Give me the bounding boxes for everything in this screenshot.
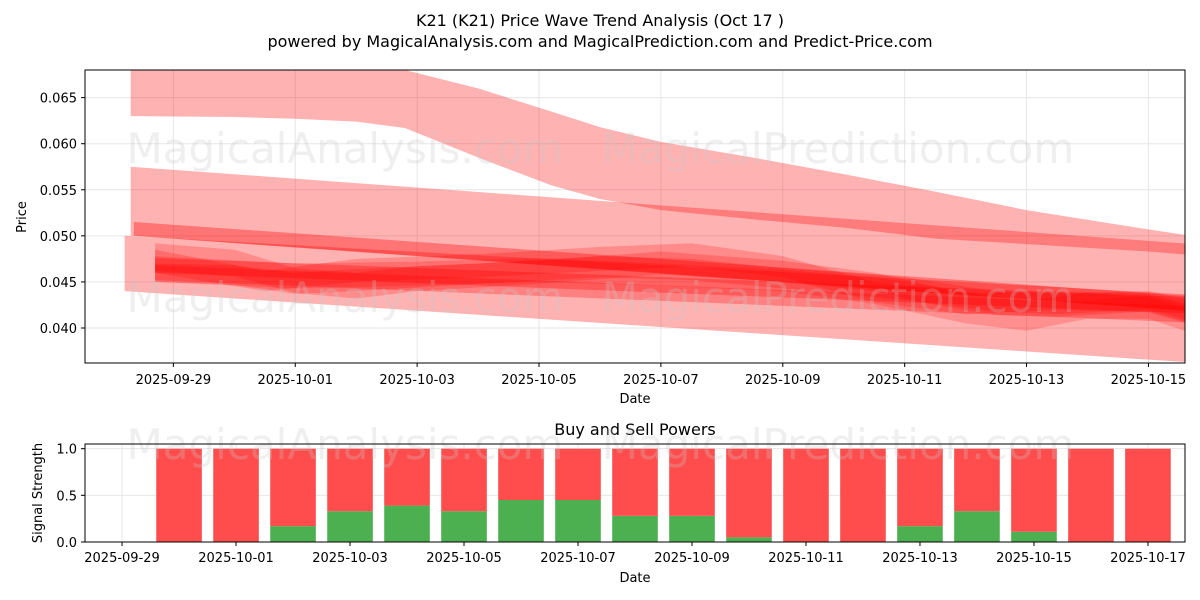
sell-bar xyxy=(213,448,259,542)
sell-bar xyxy=(441,448,487,512)
signal-bars xyxy=(156,448,1171,542)
buy-bar xyxy=(498,500,544,542)
price-y-label: Price xyxy=(15,201,30,233)
sell-bar xyxy=(1068,448,1114,542)
price-x-tick-label: 2025-10-11 xyxy=(867,373,943,388)
sell-bar xyxy=(270,448,316,527)
buy-bar xyxy=(555,500,601,542)
buy-bar xyxy=(441,511,487,542)
price-plot-frame xyxy=(84,69,1186,364)
sell-bar xyxy=(498,448,544,500)
price-x-tick-label: 2025-10-07 xyxy=(623,373,699,388)
price-band-trend-1 xyxy=(133,222,1185,311)
price-bands xyxy=(124,70,1185,363)
price-band-wave-2 xyxy=(155,243,1185,323)
signal-x-tick-label: 2025-10-01 xyxy=(198,551,274,566)
signal-x-ticks: 2025-09-29 2025-10-01 2025-10-03 2025-10-05… xyxy=(84,542,1186,566)
price-band-wide-upper xyxy=(130,70,1185,255)
price-x-ticks: 2025-09-29 2025-10-01 2025-10-03 2025-10-05… xyxy=(136,363,1187,388)
chart-title: K21 (K21) Price Wave Trend Analysis (Oct… xyxy=(416,11,784,30)
watermark-prediction-top: MagicalPrediction.com xyxy=(602,124,1075,173)
price-y-ticks: 0.040 0.045 0.050 0.055 0.060 0.065 xyxy=(40,92,85,337)
sell-bar xyxy=(840,448,886,542)
signal-x-label: Date xyxy=(619,571,650,586)
signal-x-tick-label: 2025-10-07 xyxy=(540,551,616,566)
sell-bar xyxy=(1011,448,1057,532)
buy-bar xyxy=(669,515,715,542)
price-band-wave-1 xyxy=(155,243,1185,322)
sell-bar xyxy=(669,448,715,516)
price-y-tick-label: 0.040 xyxy=(40,322,77,337)
watermark-analysis-top: MagicalAnalysis.com xyxy=(127,124,564,173)
signal-x-tick-label: 2025-10-03 xyxy=(312,551,388,566)
price-y-tick-label: 0.045 xyxy=(40,276,77,291)
sell-bar xyxy=(555,448,601,500)
price-y-tick-label: 0.055 xyxy=(40,184,77,199)
price-band-wide-lower xyxy=(124,235,1185,363)
price-x-label: Date xyxy=(619,392,650,407)
signal-y-tick-label: 0.0 xyxy=(56,536,77,551)
sell-bar xyxy=(384,448,430,506)
sell-bar xyxy=(897,448,943,527)
buy-bar xyxy=(954,511,1000,542)
sell-bar xyxy=(156,448,202,542)
signal-x-tick-label: 2025-10-09 xyxy=(654,551,730,566)
price-y-tick-label: 0.060 xyxy=(40,138,77,153)
signal-plot-frame xyxy=(84,443,1186,543)
signal-y-tick-label: 1.0 xyxy=(56,443,77,458)
signal-x-tick-label: 2025-10-15 xyxy=(996,551,1072,566)
price-band-wave-4 xyxy=(155,256,1185,319)
buy-bar xyxy=(612,515,658,542)
chart-subtitle: powered by MagicalAnalysis.com and Magic… xyxy=(267,32,932,51)
price-y-tick-label: 0.050 xyxy=(40,230,77,245)
price-band-trend-2 xyxy=(155,258,1185,314)
price-y-tick-label: 0.065 xyxy=(40,92,77,107)
sell-bar xyxy=(612,448,658,516)
buy-bar xyxy=(270,526,316,542)
price-x-tick-label: 2025-10-01 xyxy=(257,373,333,388)
signal-x-tick-label: 2025-10-17 xyxy=(1110,551,1186,566)
price-watermarks: MagicalAnalysis.com MagicalPrediction.co… xyxy=(127,124,1075,322)
signal-y-tick-label: 0.5 xyxy=(56,489,77,504)
price-band-wave-3 xyxy=(155,256,1185,331)
price-band-trend-3 xyxy=(155,265,1185,323)
sell-bar xyxy=(1125,448,1171,542)
price-x-tick-label: 2025-10-03 xyxy=(379,373,455,388)
sell-bar xyxy=(954,448,1000,512)
watermark-prediction-mid: MagicalPrediction.com xyxy=(602,273,1075,322)
buy-bar xyxy=(327,511,373,542)
sell-bar xyxy=(327,448,373,512)
buy-bar xyxy=(726,537,772,542)
buy-bar xyxy=(384,505,430,542)
price-band-mid-channel xyxy=(130,166,1185,311)
signal-x-tick-label: 2025-10-13 xyxy=(882,551,958,566)
sell-bar xyxy=(726,448,772,538)
price-x-tick-label: 2025-09-29 xyxy=(136,373,212,388)
buy-bar xyxy=(1011,531,1057,542)
buy-bar xyxy=(897,526,943,542)
signal-y-ticks: 0.0 0.5 1.0 xyxy=(56,443,85,551)
signal-x-tick-label: 2025-10-05 xyxy=(426,551,502,566)
sell-bar xyxy=(783,448,829,542)
price-x-tick-label: 2025-10-05 xyxy=(501,373,577,388)
signal-x-tick-label: 2025-09-29 xyxy=(84,551,160,566)
price-grid xyxy=(85,70,1185,363)
price-x-tick-label: 2025-10-13 xyxy=(989,373,1065,388)
signal-chart-title: Buy and Sell Powers xyxy=(554,420,716,439)
signal-y-label: Signal Strength xyxy=(31,443,46,543)
price-x-tick-label: 2025-10-09 xyxy=(745,373,821,388)
watermark-analysis-mid: MagicalAnalysis.com xyxy=(127,273,564,322)
signal-x-tick-label: 2025-10-11 xyxy=(768,551,844,566)
price-x-tick-label: 2025-10-15 xyxy=(1111,373,1187,388)
